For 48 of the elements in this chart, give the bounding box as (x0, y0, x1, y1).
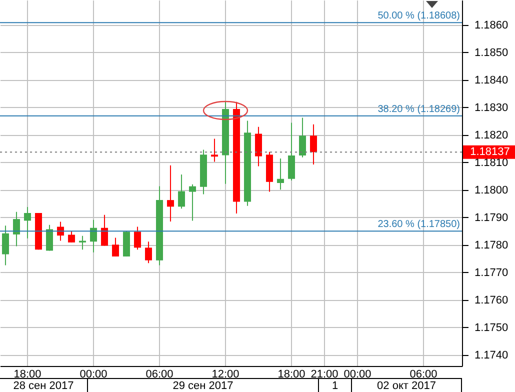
candlestick (167, 164, 174, 222)
text: 1 (319, 379, 352, 392)
candlestick (288, 122, 295, 182)
candlestick (310, 124, 317, 166)
candlestick (79, 235, 86, 250)
x-tick-label: 06:00 (146, 368, 174, 380)
candlestick (101, 214, 108, 246)
ref-line-label: 38.20 % (1.18269) (378, 104, 460, 115)
y-tick-label: 1.1860 (474, 19, 508, 32)
y-tick-label: 1.1790 (474, 212, 508, 224)
y-tick-label: 1.1820 (474, 129, 508, 142)
x-tick-label: 00:00 (344, 368, 372, 380)
y-tick-label: 1.1750 (474, 322, 508, 334)
x-tick-label: 12:00 (212, 368, 240, 380)
x-tick-label: 00:00 (80, 368, 108, 380)
ref-line-label: 23.60 % (1.17850) (378, 219, 460, 230)
y-tick-label: 1.1780 (474, 239, 508, 252)
candlestick (299, 117, 306, 158)
candlestick (2, 225, 9, 266)
y-tick-label: 1.1830 (474, 102, 508, 114)
x-tick-label: 21:00 (310, 368, 338, 380)
text: 28 сен 2017 (0, 379, 88, 392)
ref-line-label: 50.00 % (1.18608) (378, 10, 460, 22)
y-tick-label: 1.1840 (474, 74, 508, 86)
candlestick (145, 241, 152, 264)
candlestick (13, 211, 20, 247)
y-tick-label: 1.1800 (474, 184, 508, 196)
candlestick (134, 226, 141, 250)
y-tick-label: 1.1850 (474, 46, 508, 59)
candlestick (277, 158, 284, 190)
candlestick (178, 174, 185, 210)
y-tick-label: 1.1810 (474, 156, 508, 169)
text: 02 окт 2017 (352, 379, 462, 392)
candlestick (189, 184, 196, 222)
x-tick-label: 18:00 (14, 368, 42, 380)
candlestick (112, 237, 119, 257)
text: 29 сен 2017 (88, 379, 319, 392)
y-tick-label: 1.1740 (474, 349, 508, 362)
candlestick (24, 206, 31, 239)
y-tick-label: 1.1770 (474, 266, 508, 279)
candlestick (255, 126, 262, 167)
candlestick (68, 230, 75, 243)
ref-line-label: 1.18137 (470, 146, 510, 158)
y-tick-label: 1.1760 (474, 294, 508, 306)
candlestick (211, 138, 218, 162)
x-tick-label: 18:00 (278, 368, 306, 380)
candlestick (90, 219, 97, 253)
x-tick-label: 06:00 (410, 368, 438, 380)
